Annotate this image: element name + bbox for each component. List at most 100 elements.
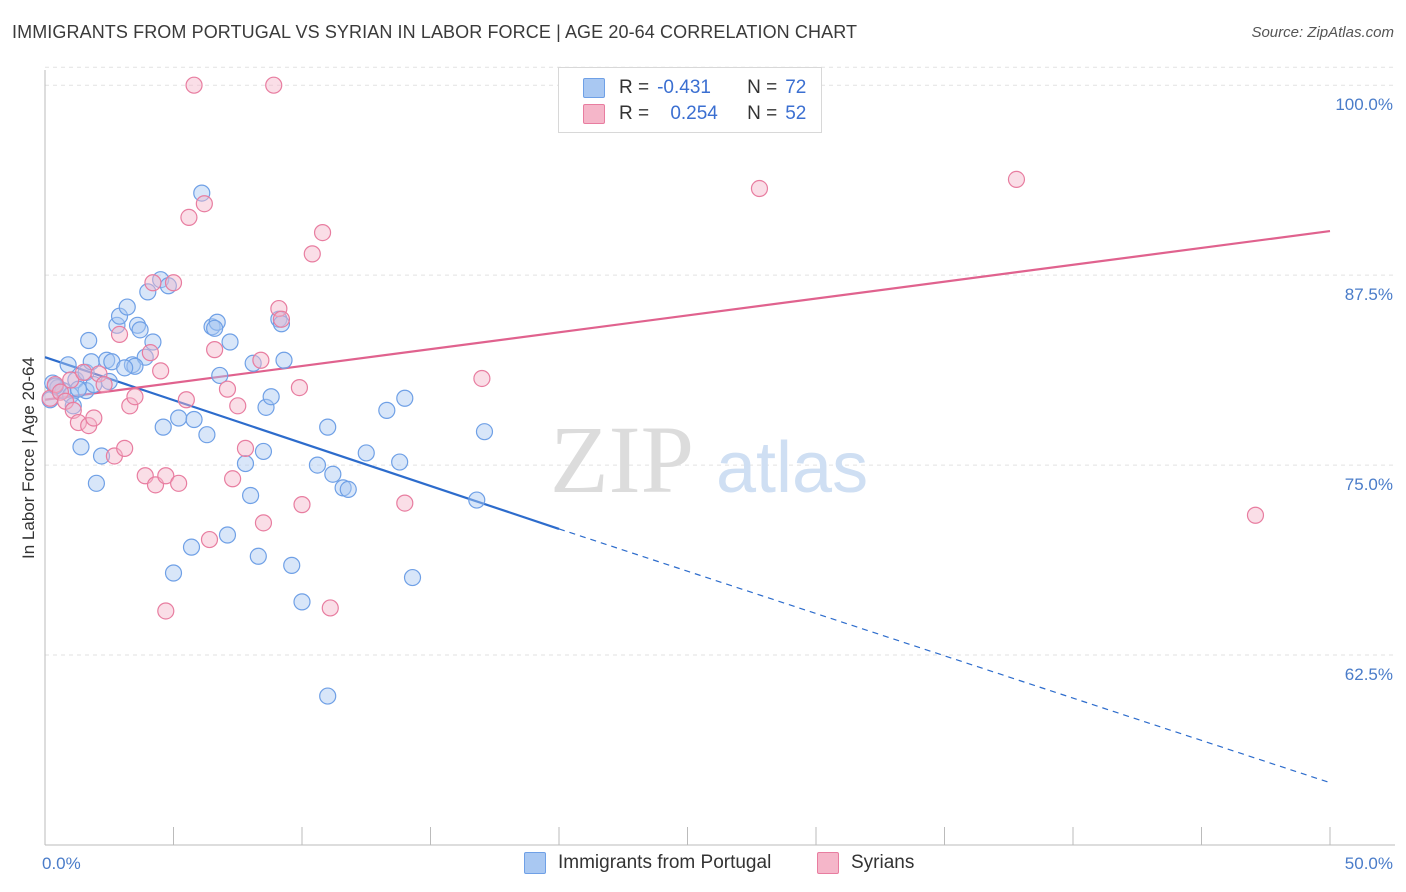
- portugal-point: [139, 283, 157, 301]
- portugal-point: [257, 398, 275, 416]
- x-tick-label: 0.0%: [42, 854, 81, 873]
- syrians-point: [126, 388, 144, 406]
- syrians-point: [157, 467, 175, 485]
- portugal-point: [128, 316, 147, 334]
- syrians-point: [396, 494, 414, 512]
- legend-r-value: 0.254: [670, 103, 718, 124]
- syrians-point: [252, 351, 270, 369]
- portugal-point: [403, 568, 422, 587]
- data-points: [41, 76, 1265, 705]
- syrians-point: [206, 341, 224, 359]
- portugal-point: [59, 356, 77, 374]
- portugal-point: [275, 351, 293, 369]
- portugal-point: [283, 556, 301, 574]
- x-tick-label: 50.0%: [1345, 854, 1393, 873]
- syrians-point: [152, 362, 170, 380]
- axes: [44, 70, 1395, 846]
- syrians-point: [195, 195, 213, 213]
- series-label-syrians: Syrians: [851, 852, 915, 873]
- portugal-point: [116, 359, 134, 377]
- syrians-point: [229, 397, 247, 415]
- syrians-point: [272, 310, 291, 328]
- syrians-point: [177, 391, 195, 409]
- syrians-point: [157, 602, 175, 620]
- syrians-point: [144, 274, 162, 292]
- portugal-point: [319, 418, 337, 436]
- syrians-point: [236, 439, 255, 457]
- portugal-point: [118, 298, 136, 316]
- syrians-point: [95, 375, 113, 394]
- portugal-point: [254, 442, 273, 461]
- syrians-point: [170, 474, 188, 492]
- portugal-point: [319, 687, 337, 705]
- syrians-point: [164, 274, 183, 292]
- syrians-point: [85, 409, 103, 427]
- syrians-point: [110, 325, 129, 344]
- series-legend-syrians: Syrians: [817, 852, 914, 874]
- portugal-point: [378, 401, 396, 419]
- portugal-point: [92, 447, 111, 465]
- legend-n-value: 72: [785, 77, 807, 98]
- syrians-point: [180, 208, 198, 227]
- series-swatch-portugal: [524, 852, 546, 874]
- portugal-point: [339, 480, 357, 499]
- legend-swatch-syrians: [583, 104, 605, 124]
- syrians-point: [90, 365, 108, 383]
- portugal-point: [211, 366, 229, 385]
- portugal-point: [164, 564, 183, 582]
- source-label: Source: ZipAtlas.com: [1251, 24, 1394, 41]
- syrians-point: [69, 413, 88, 432]
- syrians-point: [473, 369, 491, 388]
- portugal-point: [468, 491, 486, 509]
- syrians-point: [224, 470, 242, 488]
- syrians-point: [51, 383, 70, 401]
- y-axis-label: In Labor Force | Age 20-64: [19, 357, 38, 559]
- portugal-trend-extension: [558, 528, 1331, 784]
- portugal-point: [154, 418, 172, 436]
- portugal-point: [324, 465, 342, 483]
- portugal-point: [72, 438, 90, 456]
- syrians-point: [200, 530, 219, 549]
- watermark: ZIP atlas: [550, 406, 868, 513]
- syrians-point: [121, 397, 139, 415]
- y-tick-label: 87.5%: [1345, 285, 1393, 304]
- syrians-point: [303, 245, 321, 263]
- portugal-point: [391, 453, 409, 471]
- syrians-point: [74, 363, 93, 382]
- legend-row-portugal: R = -0.431 N = 72: [583, 76, 806, 100]
- portugal-point: [170, 409, 188, 427]
- y-tick-label: 62.5%: [1345, 665, 1393, 684]
- legend-n-label: N =: [747, 77, 778, 98]
- syrians-point: [265, 76, 283, 94]
- legend-r-label: R =: [619, 103, 650, 124]
- syrians-point: [750, 179, 769, 198]
- legend-row-syrians: R = 0.254 N = 52: [583, 102, 806, 126]
- series-label-portugal: Immigrants from Portugal: [558, 852, 772, 873]
- stats-legend: R = -0.431 N = 72 R = 0.254 N = 52: [558, 67, 822, 133]
- trend-lines: [44, 229, 1331, 784]
- tick-labels: 62.5% 75.0% 87.5% 100.0% 0.0% 50.0%: [42, 95, 1393, 873]
- portugal-point: [206, 319, 224, 337]
- syrians-point: [254, 514, 273, 532]
- portugal-point: [185, 410, 203, 429]
- watermark-atlas: atlas: [716, 428, 868, 508]
- portugal-point: [262, 388, 280, 406]
- syrians-point: [116, 439, 134, 457]
- portugal-point: [193, 184, 211, 202]
- legend-r-label: R =: [619, 77, 650, 98]
- syrians-point: [141, 344, 159, 362]
- portugal-point: [182, 538, 201, 556]
- syrians-point: [290, 378, 309, 397]
- portugal-point: [218, 526, 237, 544]
- portugal-point: [236, 454, 255, 473]
- portugal-point: [80, 331, 98, 350]
- syrians-point: [1246, 506, 1265, 524]
- legend-n-label: N =: [747, 103, 778, 124]
- portugal-point: [293, 593, 311, 611]
- portugal-point: [221, 333, 239, 351]
- syrians-point: [185, 76, 203, 94]
- portugal-point: [396, 389, 414, 407]
- portugal-point: [308, 456, 327, 474]
- syrians-point: [321, 599, 339, 617]
